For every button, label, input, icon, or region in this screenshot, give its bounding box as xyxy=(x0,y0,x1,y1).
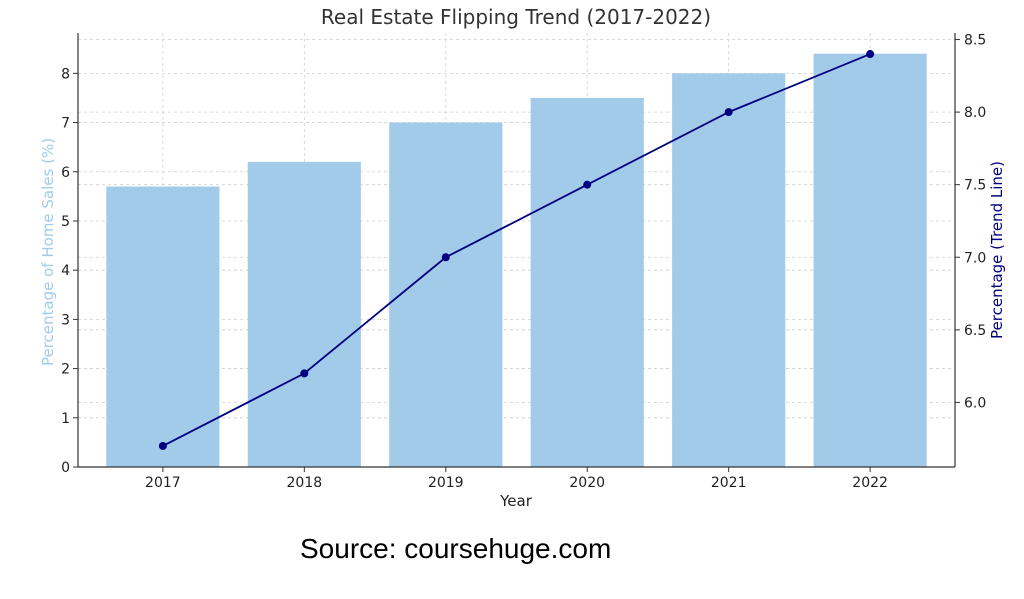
y-tick-label-right: 7.5 xyxy=(964,178,986,194)
x-axis-label: Year xyxy=(499,492,533,510)
y-tick-label-left: 1 xyxy=(61,411,70,427)
y-axis-label-left: Percentage of Home Sales (%) xyxy=(39,138,57,366)
y-tick-label-left: 5 xyxy=(61,214,70,230)
tick-labels: 0 1 2 3 4 5 6 7 8 6.0 6.5 7.0 7.5 8.0 8.5 2017 2018 2019 2… xyxy=(61,33,986,491)
trend-point-2022 xyxy=(866,50,875,59)
y-tick-label-left: 3 xyxy=(61,312,70,328)
trend-point-2017 xyxy=(158,441,167,450)
y-tick-label-left: 6 xyxy=(61,165,70,181)
x-tick-label: 2017 xyxy=(145,475,181,491)
bar-2019 xyxy=(389,122,503,468)
y-tick-label-right: 6.5 xyxy=(964,323,986,339)
x-tick-label: 2020 xyxy=(569,475,605,491)
y-tick-label-right: 8.5 xyxy=(964,33,986,49)
trend-line xyxy=(162,53,871,447)
trend-point-2018 xyxy=(300,369,309,378)
y-tick-label-right: 6.0 xyxy=(964,395,986,411)
trend-point-2021 xyxy=(724,108,733,117)
y-axis-label-right: Percentage (Trend Line) xyxy=(988,161,1006,339)
source-caption: Source: coursehuge.com xyxy=(300,533,612,564)
axes xyxy=(73,33,960,472)
bar-series xyxy=(106,53,927,468)
y-tick-label-left: 2 xyxy=(61,362,70,378)
x-tick-label: 2021 xyxy=(711,475,747,491)
x-tick-label: 2018 xyxy=(287,475,323,491)
chart-title: Real Estate Flipping Trend (2017-2022) xyxy=(321,5,711,29)
x-tick-label: 2022 xyxy=(852,475,888,491)
trend-line-series xyxy=(158,50,875,450)
trend-point-2020 xyxy=(583,180,592,189)
bar-2017 xyxy=(106,186,220,467)
y-tick-label-left: 8 xyxy=(61,66,70,82)
x-tick-label: 2019 xyxy=(428,475,464,491)
bar-2021 xyxy=(672,73,786,467)
y-tick-label-left: 7 xyxy=(61,116,70,132)
bar-2022 xyxy=(813,53,927,468)
y-tick-label-right: 7.0 xyxy=(964,250,986,266)
trend-point-2019 xyxy=(441,253,450,262)
y-tick-label-left: 0 xyxy=(61,460,70,476)
bar-2020 xyxy=(530,97,644,467)
y-tick-label-right: 8.0 xyxy=(964,105,986,121)
chart: 0 1 2 3 4 5 6 7 8 6.0 6.5 7.0 7.5 8.0 8.5 2017 2018 2019 2… xyxy=(39,5,1006,510)
bar-2018 xyxy=(247,161,361,467)
y-tick-label-left: 4 xyxy=(61,263,70,279)
